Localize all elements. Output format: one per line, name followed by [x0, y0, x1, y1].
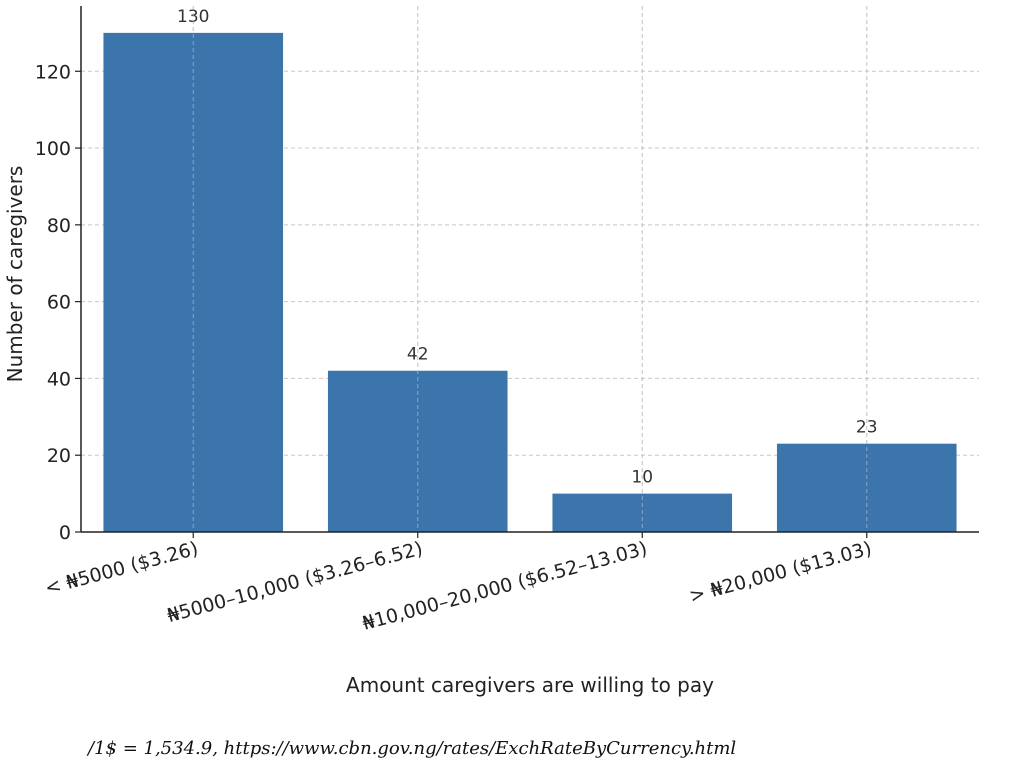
- bars: [103, 32, 957, 532]
- y-axis-title: Number of caregivers: [3, 166, 27, 383]
- x-tick-label: > ₦20,000 ($13.03): [687, 538, 874, 608]
- y-tick-label: 100: [35, 138, 71, 160]
- bar-value-label: 42: [407, 345, 429, 365]
- y-tick-label: 40: [47, 368, 71, 390]
- y-tick-label: 60: [47, 292, 71, 314]
- y-axis-ticks: 0 20 40 60 80 100 120: [35, 61, 81, 544]
- x-tick-label: < ₦5000 ($3.26): [43, 538, 201, 600]
- y-tick-label: 0: [59, 522, 71, 544]
- y-tick-label: 80: [47, 215, 71, 237]
- y-tick-label: 120: [35, 61, 71, 83]
- axes: [80, 6, 979, 533]
- x-axis-title: Amount caregivers are willing to pay: [346, 673, 714, 697]
- footnote: /1$ = 1,534.9, https://www.cbn.gov.ng/ra…: [88, 738, 737, 759]
- x-axis-ticks: < ₦5000 ($3.26)₦5000–10,000 ($3.26–6.52)…: [43, 532, 874, 635]
- y-tick-label: 20: [47, 445, 71, 467]
